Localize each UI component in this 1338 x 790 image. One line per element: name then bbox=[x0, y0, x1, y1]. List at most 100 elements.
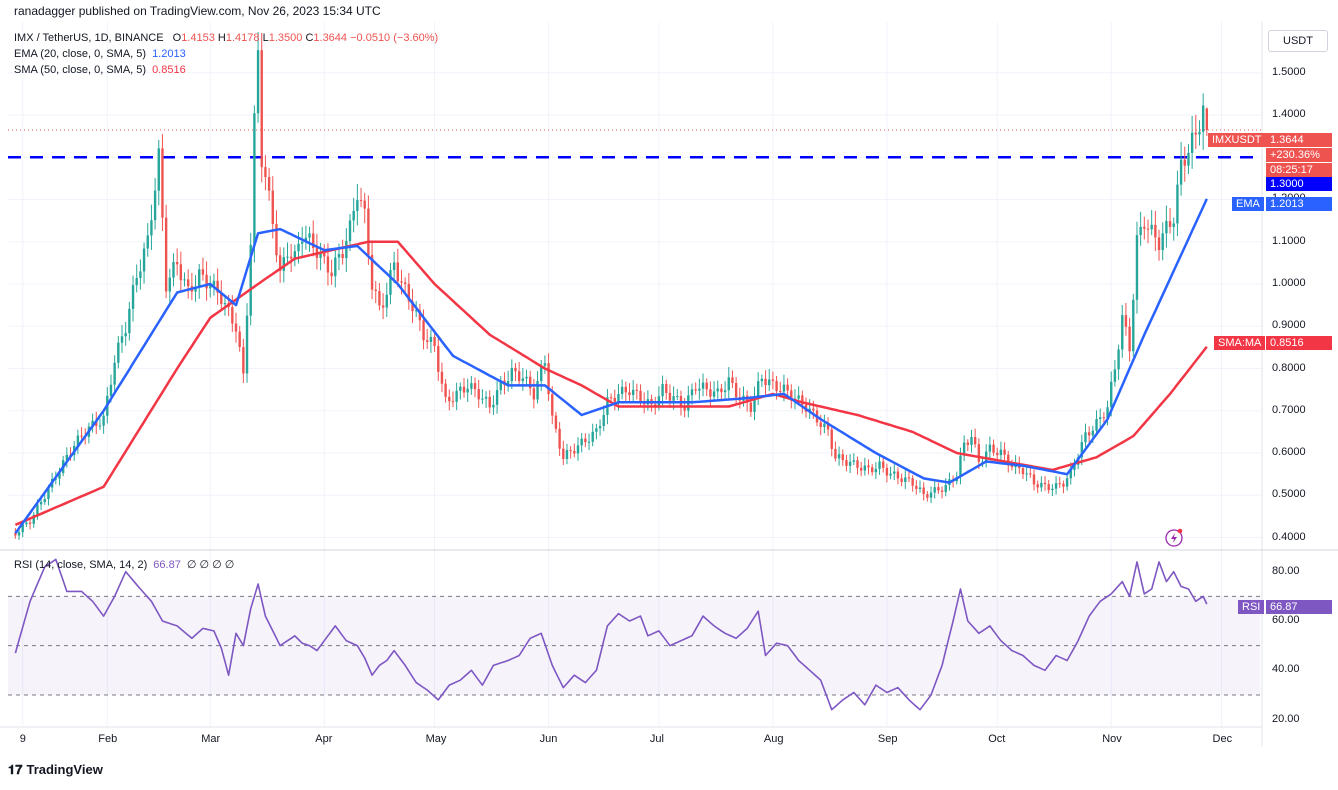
symbol-legend: IMX / TetherUS, 1D, BINANCE O1.4153 H1.4… bbox=[14, 32, 438, 44]
candle-body bbox=[484, 396, 488, 399]
candle-body bbox=[915, 485, 918, 489]
price-tick-label: 0.5000 bbox=[1272, 488, 1306, 501]
candle-body bbox=[1095, 419, 1098, 431]
candle bbox=[1172, 217, 1175, 241]
candle bbox=[128, 301, 131, 341]
candle bbox=[407, 273, 411, 310]
candle bbox=[525, 369, 528, 386]
candle bbox=[488, 390, 491, 414]
candle-body bbox=[867, 465, 870, 468]
candle bbox=[591, 423, 594, 447]
sma-legend-value: 0.8516 bbox=[152, 64, 186, 76]
candle bbox=[1032, 469, 1036, 491]
rsi-legend[interactable]: RSI (14, close, SMA, 14, 2) 66.87 ∅ ∅ ∅ ∅ bbox=[14, 558, 234, 571]
candle-body bbox=[407, 283, 411, 302]
candle-body bbox=[1032, 474, 1036, 485]
candle-body bbox=[400, 281, 403, 283]
candle bbox=[153, 178, 157, 230]
candle-body bbox=[278, 255, 282, 271]
candle-body bbox=[36, 504, 39, 515]
candle-body bbox=[716, 388, 719, 392]
candle bbox=[705, 378, 708, 396]
candle bbox=[929, 486, 933, 504]
time-tick-label: Jun bbox=[539, 733, 558, 745]
candle-body bbox=[448, 396, 451, 402]
time-tick-label: Dec bbox=[1212, 733, 1233, 745]
candle bbox=[911, 475, 914, 492]
candle bbox=[205, 261, 208, 301]
rsi-value-tag: 66.87 bbox=[1266, 600, 1332, 614]
candle-body bbox=[661, 383, 664, 397]
candle bbox=[334, 249, 337, 288]
candle-body bbox=[95, 420, 98, 426]
sma-name-tag: SMA:MA bbox=[1214, 336, 1266, 350]
candle bbox=[514, 363, 517, 381]
candle bbox=[142, 242, 146, 284]
candle bbox=[146, 223, 149, 257]
candle-body bbox=[514, 367, 517, 372]
candle bbox=[256, 31, 260, 123]
candle-body bbox=[1168, 221, 1172, 227]
candle bbox=[150, 204, 153, 251]
ema-legend[interactable]: EMA (20, close, 0, SMA, 5) 1.2013 bbox=[14, 48, 186, 60]
candle-body bbox=[220, 292, 223, 304]
candle-body bbox=[363, 200, 366, 209]
candle bbox=[131, 275, 135, 322]
candle bbox=[1098, 408, 1102, 428]
candle bbox=[437, 335, 440, 381]
candle-body bbox=[492, 404, 495, 408]
candle-body bbox=[551, 394, 554, 416]
candle bbox=[870, 464, 874, 476]
tradingview-brand[interactable]: 𝟏𝟕 TradingView bbox=[8, 762, 103, 778]
candle bbox=[484, 391, 488, 408]
candle bbox=[1036, 480, 1039, 493]
candle bbox=[1084, 423, 1087, 448]
candle bbox=[495, 381, 499, 414]
candle-body bbox=[517, 371, 521, 382]
lightning-icon[interactable] bbox=[1165, 528, 1183, 547]
candle bbox=[1058, 476, 1061, 488]
candle-body bbox=[775, 380, 778, 392]
candle-body bbox=[635, 389, 639, 391]
candle-body bbox=[907, 477, 911, 479]
candle-body bbox=[959, 455, 962, 477]
candle-body bbox=[562, 448, 565, 459]
candle bbox=[175, 248, 179, 276]
candle-body bbox=[473, 383, 477, 390]
candle-body bbox=[996, 452, 999, 456]
candle bbox=[536, 371, 539, 404]
candle-body bbox=[797, 395, 800, 399]
candle-body bbox=[933, 487, 936, 493]
candle bbox=[1176, 170, 1179, 237]
candle-body bbox=[186, 279, 190, 287]
candle bbox=[481, 389, 484, 405]
price-tick-label: 0.9000 bbox=[1272, 319, 1306, 332]
currency-selector[interactable]: USDT bbox=[1268, 30, 1328, 52]
candle-body bbox=[837, 454, 841, 459]
candle bbox=[668, 384, 672, 408]
candle-body bbox=[668, 392, 672, 401]
candle-body bbox=[1165, 221, 1168, 234]
candle-body bbox=[727, 377, 730, 391]
candle-body bbox=[1110, 381, 1113, 408]
candle bbox=[499, 375, 502, 395]
candle-body bbox=[1113, 369, 1117, 382]
candle-body bbox=[245, 315, 249, 374]
candle-body bbox=[771, 379, 775, 381]
candle-body bbox=[756, 381, 760, 397]
candle bbox=[411, 288, 414, 323]
candle-body bbox=[389, 270, 392, 295]
rsi-tick-label: 20.00 bbox=[1272, 712, 1300, 725]
candle-body bbox=[429, 336, 433, 342]
sma-legend[interactable]: SMA (50, close, 0, SMA, 5) 0.8516 bbox=[14, 64, 186, 76]
candle-body bbox=[17, 532, 21, 536]
candle bbox=[392, 251, 396, 284]
ema-price-tag: 1.2013 bbox=[1266, 197, 1332, 211]
low-value: 1.3500 bbox=[268, 32, 303, 44]
candle-body bbox=[25, 522, 28, 525]
rsi-name-tag: RSI bbox=[1238, 600, 1265, 614]
candle-body bbox=[1069, 470, 1072, 479]
candle-body bbox=[495, 390, 499, 405]
candle-body bbox=[183, 279, 186, 281]
candle-body bbox=[826, 423, 830, 430]
